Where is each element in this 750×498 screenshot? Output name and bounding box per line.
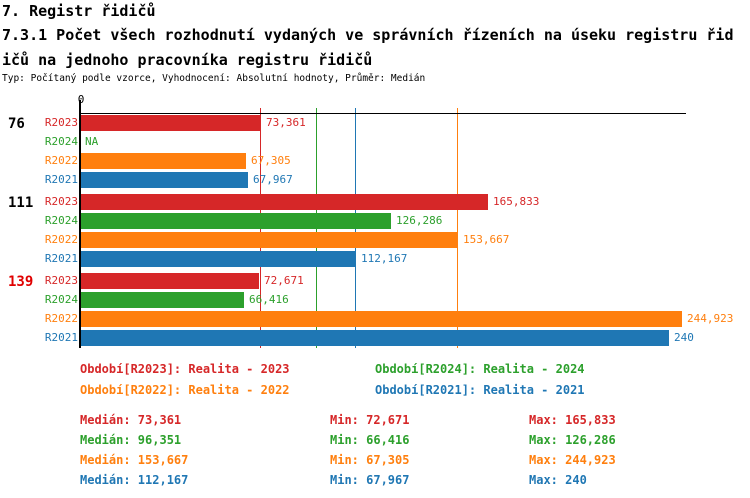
bar-value-label: 165,833 bbox=[493, 195, 540, 208]
legend-r2022: Období[R2022]: Realita - 2022 bbox=[80, 383, 290, 397]
stat-max-r2021: Max: 240 bbox=[529, 473, 587, 487]
series-label-r2024: R2024 bbox=[44, 214, 78, 227]
chart-title-line1: 7.3.1 Počet všech rozhodnutí vydaných ve… bbox=[2, 26, 734, 44]
bar-r2021-group-76 bbox=[81, 172, 248, 188]
chart-title-line2: ičů na jednoho pracovníka registru řidič… bbox=[2, 51, 373, 69]
legend-r2021: Období[R2021]: Realita - 2021 bbox=[375, 383, 585, 397]
x-axis-line bbox=[79, 113, 686, 114]
bar-r2023-group-76 bbox=[81, 115, 261, 131]
stat-median-r2021: Medián: 112,167 bbox=[80, 473, 189, 487]
bar-value-label: 67,305 bbox=[251, 154, 291, 167]
bar-value-label: 240 bbox=[674, 331, 694, 344]
bar-r2021-group-111 bbox=[81, 251, 356, 267]
bar-r2023-group-111 bbox=[81, 194, 488, 210]
bar-value-label: 112,167 bbox=[361, 252, 408, 265]
missing-value-label: NA bbox=[85, 135, 99, 148]
group-label-76: 76 bbox=[8, 116, 25, 132]
bar-r2021-group-139 bbox=[81, 330, 669, 346]
axis-origin-label: 0 bbox=[77, 93, 85, 106]
bar-value-label: 153,667 bbox=[463, 233, 510, 246]
series-label-r2022: R2022 bbox=[44, 154, 78, 167]
series-label-r2023: R2023 bbox=[44, 116, 78, 129]
stat-max-r2022: Max: 244,923 bbox=[529, 453, 616, 467]
bar-r2022-group-139 bbox=[81, 311, 682, 327]
series-label-r2023: R2023 bbox=[44, 274, 78, 287]
series-label-r2021: R2021 bbox=[44, 331, 78, 344]
series-label-r2022: R2022 bbox=[44, 233, 78, 246]
section-title: 7. Registr řidičů bbox=[2, 2, 156, 20]
bar-value-label: 67,967 bbox=[253, 173, 293, 186]
group-label-139: 139 bbox=[8, 274, 34, 290]
bar-r2022-group-76 bbox=[81, 153, 246, 169]
stat-median-r2022: Medián: 153,667 bbox=[80, 453, 189, 467]
series-label-r2023: R2023 bbox=[44, 195, 78, 208]
bar-r2024-group-111 bbox=[81, 213, 391, 229]
median-line-r2022 bbox=[457, 108, 458, 348]
series-label-r2021: R2021 bbox=[44, 252, 78, 265]
stat-max-r2024: Max: 126,286 bbox=[529, 433, 616, 447]
bar-r2024-group-139 bbox=[81, 292, 244, 308]
bar-r2023-group-139 bbox=[81, 273, 259, 289]
bar-value-label: 66,416 bbox=[249, 293, 289, 306]
chart-meta: Typ: Počítaný podle vzorce, Vyhodnocení:… bbox=[2, 73, 426, 84]
stat-median-r2024: Medián: 96,351 bbox=[80, 433, 182, 447]
bar-value-label: 73,361 bbox=[266, 116, 306, 129]
legend-r2024: Období[R2024]: Realita - 2024 bbox=[375, 362, 585, 376]
stat-max-r2023: Max: 165,833 bbox=[529, 413, 616, 427]
bar-r2022-group-111 bbox=[81, 232, 458, 248]
bar-value-label: 244,923 bbox=[687, 312, 734, 325]
bar-value-label: 72,671 bbox=[264, 274, 304, 287]
stat-median-r2023: Medián: 73,361 bbox=[80, 413, 182, 427]
stat-min-r2024: Min: 66,416 bbox=[330, 433, 410, 447]
y-axis-line bbox=[79, 100, 81, 348]
group-label-111: 111 bbox=[8, 195, 34, 211]
bar-value-label: 126,286 bbox=[396, 214, 443, 227]
series-label-r2024: R2024 bbox=[44, 135, 78, 148]
stat-min-r2021: Min: 67,967 bbox=[330, 473, 410, 487]
legend-r2023: Období[R2023]: Realita - 2023 bbox=[80, 362, 290, 376]
stat-min-r2022: Min: 67,305 bbox=[330, 453, 410, 467]
series-label-r2021: R2021 bbox=[44, 173, 78, 186]
series-label-r2024: R2024 bbox=[44, 293, 78, 306]
series-label-r2022: R2022 bbox=[44, 312, 78, 325]
stat-min-r2023: Min: 72,671 bbox=[330, 413, 410, 427]
